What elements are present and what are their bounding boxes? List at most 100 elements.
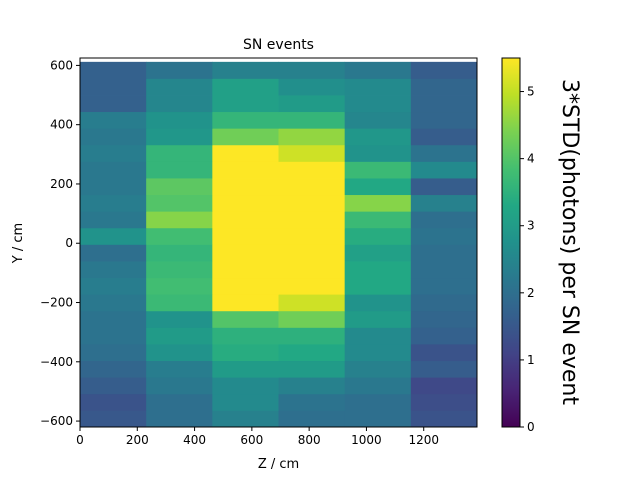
heatmap-cell: [278, 294, 346, 312]
heatmap-cell: [212, 61, 279, 79]
tick-label: 0: [65, 236, 73, 250]
heatmap-cell: [344, 310, 412, 328]
heatmap-cell: [344, 227, 412, 245]
heatmap-cell: [212, 128, 279, 146]
heatmap-cell: [212, 360, 279, 378]
heatmap-cell: [80, 360, 147, 378]
heatmap-cell: [212, 377, 279, 395]
heatmap-cell: [410, 227, 478, 245]
heatmap-cells: [80, 61, 478, 428]
heatmap-cell: [146, 327, 213, 345]
heatmap-cell: [146, 178, 213, 196]
heatmap-cell: [344, 410, 412, 428]
heatmap-cell: [146, 111, 213, 129]
heatmap-cell: [212, 161, 279, 179]
y-axis: −600 −400 −200 0 200 400 600: [40, 58, 80, 428]
heatmap-cell: [80, 95, 147, 113]
heatmap-cell: [278, 393, 346, 411]
heatmap-cell: [410, 327, 478, 345]
heatmap-cell: [278, 211, 346, 229]
heatmap-cell: [80, 344, 147, 362]
heatmap-cell: [344, 261, 412, 279]
heatmap-cell: [344, 294, 412, 312]
tick-label: 2: [527, 286, 535, 300]
heatmap-cell: [212, 261, 279, 279]
x-axis: 0 200 400 600 800 1000 1200: [76, 427, 439, 447]
tick-label: −400: [40, 355, 73, 369]
colorbar-axis: 0 1 2 3 4 5: [520, 85, 535, 434]
heatmap-cell: [80, 178, 147, 196]
heatmap-cell: [278, 111, 346, 129]
heatmap-cell: [212, 78, 279, 96]
heatmap-cell: [410, 144, 478, 162]
heatmap-cell: [410, 393, 478, 411]
heatmap-cell: [146, 344, 213, 362]
tick-label: 5: [527, 85, 535, 99]
heatmap-cell: [278, 277, 346, 295]
heatmap-cell: [278, 327, 346, 345]
heatmap-cell: [146, 194, 213, 212]
heatmap-cell: [410, 78, 478, 96]
heatmap-cell: [80, 277, 147, 295]
heatmap-cell: [146, 61, 213, 79]
heatmap-cell: [80, 327, 147, 345]
heatmap-cell: [410, 377, 478, 395]
heatmap-cell: [344, 393, 412, 411]
heatmap-cell: [278, 178, 346, 196]
heatmap-cell: [80, 144, 147, 162]
heatmap-cell: [146, 244, 213, 262]
heatmap-cell: [410, 95, 478, 113]
heatmap-cell: [410, 261, 478, 279]
colorbar: [501, 57, 521, 428]
heatmap-cell: [212, 310, 279, 328]
heatmap-cell: [80, 377, 147, 395]
tick-label: −200: [40, 296, 73, 310]
tick-label: 1: [527, 353, 535, 367]
heatmap-cell: [410, 211, 478, 229]
tick-label: 600: [50, 58, 73, 72]
heatmap-cell: [80, 393, 147, 411]
heatmap-cell: [278, 128, 346, 146]
heatmap-cell: [344, 344, 412, 362]
tick-label: −600: [40, 414, 73, 428]
tick-label: 200: [50, 177, 73, 191]
heatmap-cell: [278, 410, 346, 428]
heatmap-cell: [212, 294, 279, 312]
heatmap-cell: [410, 161, 478, 179]
heatmap-cell: [146, 78, 213, 96]
heatmap-cell: [80, 61, 147, 79]
x-axis-label: Z / cm: [258, 457, 299, 472]
heatmap-cell: [212, 244, 279, 262]
heatmap-cell: [278, 310, 346, 328]
heatmap-cell: [146, 261, 213, 279]
heatmap-cell: [410, 294, 478, 312]
heatmap-cell: [278, 261, 346, 279]
heatmap-cell: [410, 360, 478, 378]
heatmap-cell: [146, 128, 213, 146]
heatmap-cell: [146, 277, 213, 295]
heatmap-cell: [80, 211, 147, 229]
heatmap-cell: [212, 344, 279, 362]
heatmap-cell: [278, 344, 346, 362]
heatmap-cell: [344, 128, 412, 146]
heatmap-cell: [344, 161, 412, 179]
heatmap-cell: [80, 227, 147, 245]
heatmap-cell: [212, 95, 279, 113]
tick-label: 400: [50, 118, 73, 132]
tick-label: 400: [183, 433, 206, 447]
tick-label: 1200: [408, 433, 439, 447]
heatmap-cell: [212, 178, 279, 196]
heatmap-cell: [278, 161, 346, 179]
heatmap-cell: [80, 294, 147, 312]
heatmap-cell: [410, 310, 478, 328]
heatmap-cell: [80, 310, 147, 328]
tick-label: 200: [126, 433, 149, 447]
heatmap-cell: [80, 111, 147, 129]
colorbar-label: 3*STD(photons) per SN event: [557, 79, 582, 405]
heatmap-cell: [344, 377, 412, 395]
heatmap-cell: [278, 194, 346, 212]
heatmap-cell: [146, 95, 213, 113]
heatmap-cell: [146, 410, 213, 428]
heatmap-cell: [278, 144, 346, 162]
